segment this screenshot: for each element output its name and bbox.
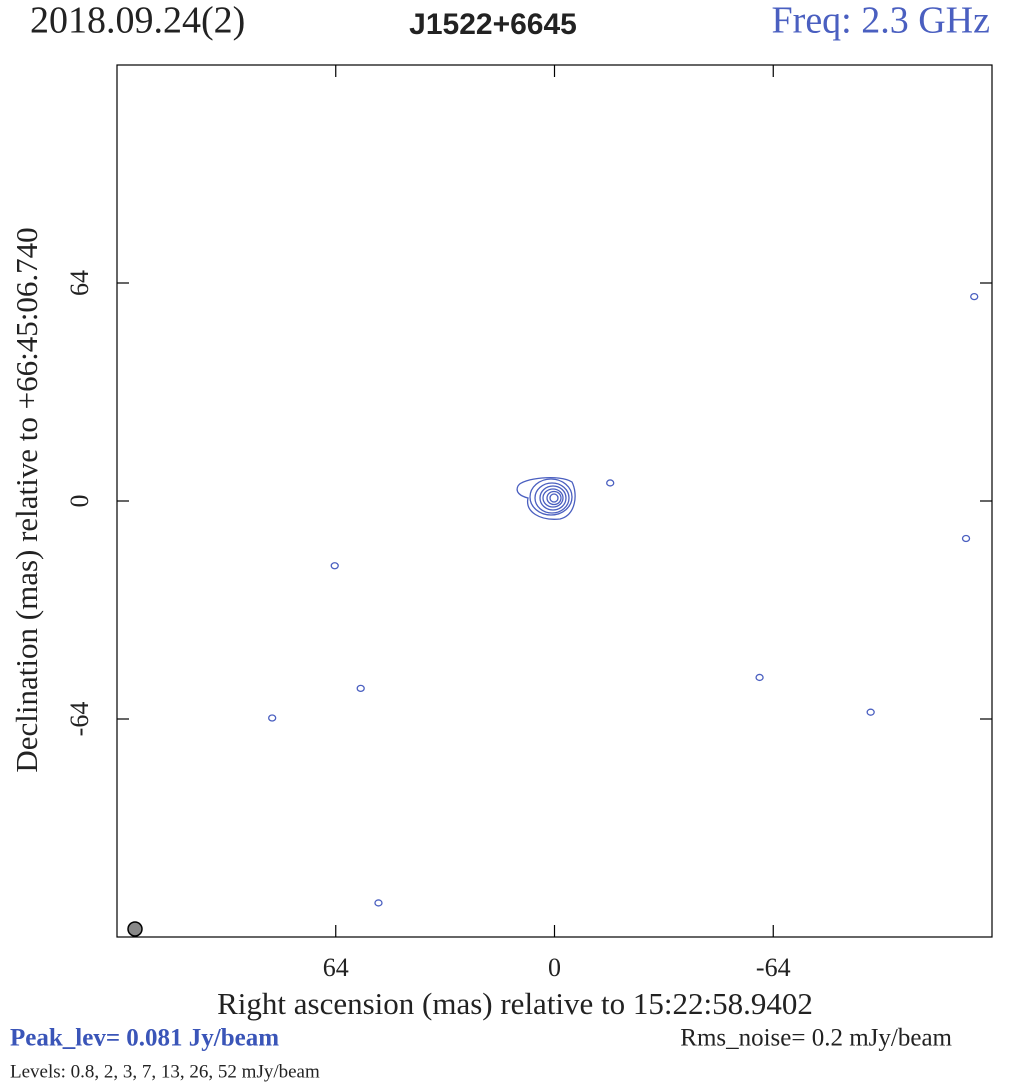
- y-axis-label: Declination (mas) relative to +66:45:06.…: [9, 227, 44, 772]
- contour-blob: [970, 292, 979, 301]
- contour: [539, 485, 567, 511]
- freq-label: Freq: 2.3 GHz: [772, 0, 990, 42]
- rms-label: Rms_noise= 0.2 mJy/beam: [680, 1025, 952, 1052]
- contour: [516, 476, 576, 520]
- y-tick-label: -64: [65, 702, 94, 737]
- contour-blob: [606, 479, 615, 487]
- y-tick-label: 64: [65, 270, 94, 296]
- core-contours: [516, 476, 576, 520]
- contour-blob: [755, 673, 764, 682]
- contour-blob: [374, 899, 383, 907]
- x-tick-label: 0: [548, 953, 561, 982]
- x-tick-label: -64: [756, 953, 791, 982]
- y-tick-label: 0: [65, 495, 94, 508]
- contour-blob: [268, 714, 277, 722]
- plot-frame: [116, 64, 993, 938]
- date-label: 2018.09.24(2): [30, 0, 245, 42]
- contour-blob: [866, 708, 875, 716]
- contour: [546, 490, 562, 506]
- contour-blob: [356, 684, 365, 692]
- contour-blob: [330, 562, 339, 570]
- x-axis-label: Right ascension (mas) relative to 15:22:…: [217, 986, 813, 1021]
- peak-label: Peak_lev= 0.081 Jy/beam: [10, 1025, 279, 1052]
- contour: [549, 493, 559, 503]
- x-tick-label: 64: [323, 953, 349, 982]
- chart-title: J1522+6645: [409, 8, 577, 41]
- beam: [127, 921, 143, 937]
- contour: [542, 488, 564, 508]
- contour: [534, 482, 570, 514]
- levels-label: Levels: 0.8, 2, 3, 7, 13, 26, 52 mJy/bea…: [10, 1061, 320, 1082]
- contour-blob: [961, 534, 971, 543]
- contour: [529, 478, 573, 516]
